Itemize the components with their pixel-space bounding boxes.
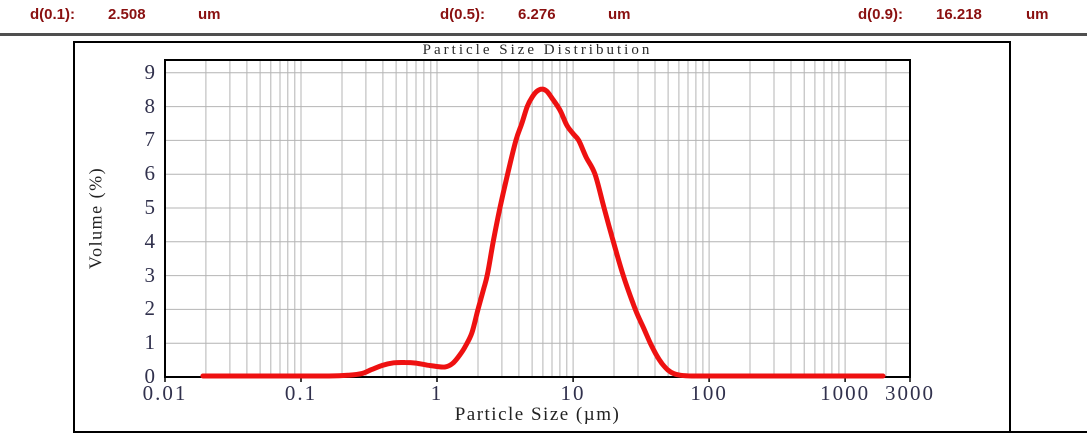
x-axis-title: Particle Size (µm)	[454, 404, 621, 425]
y-tick-label: 8	[144, 93, 157, 118]
metric-value: 16.218	[936, 6, 982, 23]
y-tick-label: 5	[144, 195, 157, 220]
y-tick-label: 6	[144, 161, 157, 186]
distribution-curve	[200, 86, 886, 379]
x-tick-label: 100	[690, 381, 728, 405]
metric-label: d(0.9):	[858, 6, 903, 23]
y-tick-label: 0	[144, 364, 157, 388]
y-tick-label: 2	[144, 296, 157, 321]
metric-unit: um	[608, 6, 631, 23]
y-tick-label: 9	[144, 59, 157, 84]
y-tick-label: 1	[144, 330, 157, 355]
x-tick-label: 1	[430, 381, 444, 405]
x-tick-label: 1000	[820, 381, 871, 405]
metric-label: d(0.5):	[440, 6, 485, 23]
x-tick-label: 3000	[885, 381, 935, 405]
metric-unit: um	[198, 6, 221, 23]
header-separator	[0, 33, 1087, 36]
metric-label: d(0.1):	[30, 6, 75, 23]
y-tick-label: 7	[144, 127, 157, 152]
x-tick-label: 0.1	[284, 381, 318, 405]
x-tick-label: 0.01	[142, 381, 188, 405]
metric-value: 2.508	[108, 6, 146, 23]
metric-value: 6.276	[518, 6, 556, 23]
chart-title: Particle Size Distribution	[422, 42, 653, 58]
metric-unit: um	[1026, 6, 1049, 23]
x-tick-label: 10	[560, 381, 586, 405]
y-tick-label: 4	[144, 228, 157, 253]
y-tick-label: 3	[144, 262, 157, 287]
panel-bottom-line	[1011, 431, 1087, 433]
